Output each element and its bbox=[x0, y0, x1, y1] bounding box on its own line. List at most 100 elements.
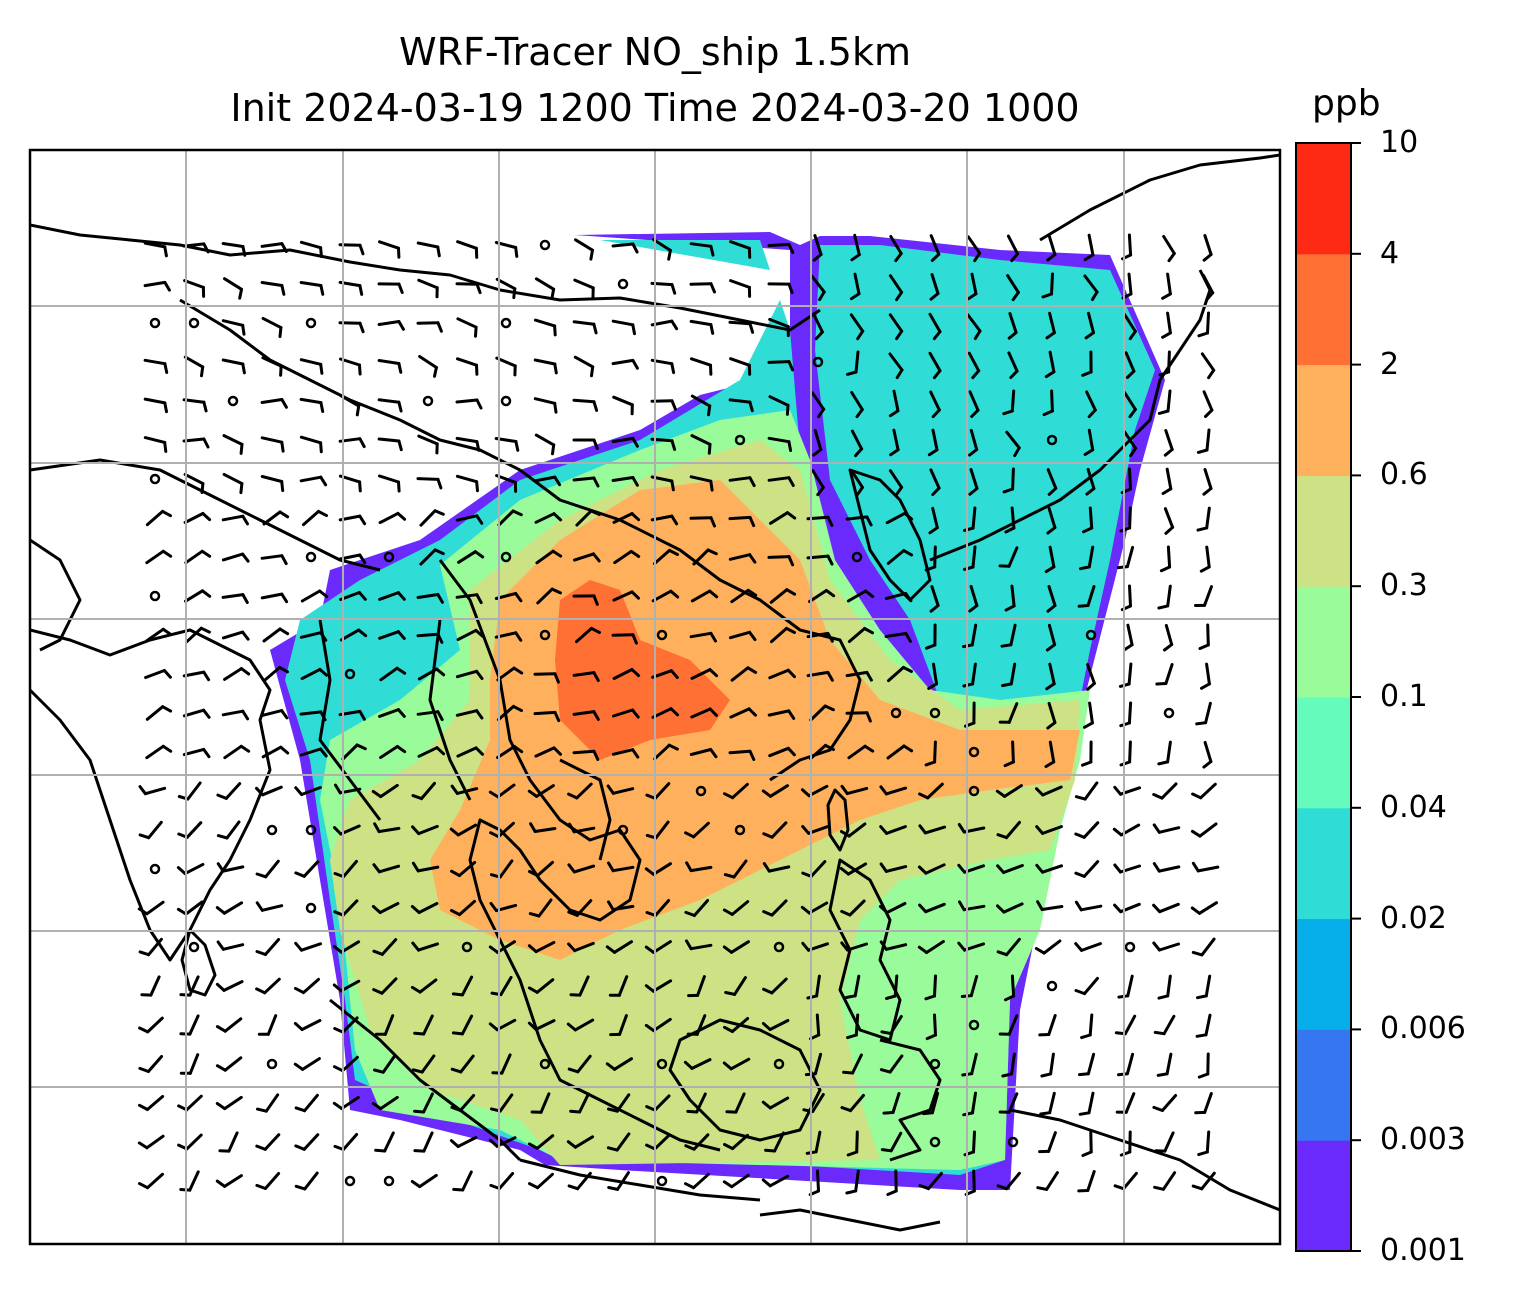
wind-barb-staff bbox=[615, 1093, 631, 1113]
wind-barb-staff bbox=[1128, 740, 1132, 764]
wind-barb-flag bbox=[527, 1021, 538, 1031]
wind-barb-flag bbox=[709, 323, 715, 335]
wind-barb-flag bbox=[280, 284, 286, 296]
wind-barb-staff bbox=[143, 436, 167, 444]
wind-barb-staff bbox=[497, 821, 515, 839]
wind-barb-staff bbox=[769, 511, 789, 525]
wind-barb-staff bbox=[572, 398, 596, 404]
wind-barb-flag bbox=[433, 509, 445, 516]
wind-barb-staff bbox=[223, 1056, 243, 1072]
wind-barb-flag bbox=[996, 1184, 1009, 1191]
wind-barb-staff bbox=[1086, 585, 1096, 607]
wind-barb-flag bbox=[372, 863, 381, 874]
wind-barb-flag bbox=[1152, 823, 1161, 834]
wind-barb-flag bbox=[280, 709, 289, 720]
wind-barb-staff bbox=[533, 358, 557, 366]
wind-barb-flag bbox=[670, 283, 677, 295]
wind-barb-flag bbox=[475, 282, 482, 295]
wind-barb-staff bbox=[266, 1014, 278, 1036]
wind-barb-staff bbox=[729, 279, 751, 289]
wind-barb-staff bbox=[182, 398, 206, 404]
wind-barb-staff bbox=[845, 786, 869, 796]
wind-barb-staff bbox=[455, 709, 479, 717]
wind-barb-staff bbox=[536, 587, 554, 605]
wind-barb-flag bbox=[1128, 407, 1137, 419]
wind-barb-flag bbox=[280, 480, 285, 492]
wind-barb-staff bbox=[263, 1172, 281, 1190]
wind-calm-circle bbox=[422, 395, 434, 407]
wind-barb-staff bbox=[1040, 905, 1064, 911]
wind-barb-flag bbox=[1116, 565, 1129, 570]
wind-barb-staff bbox=[455, 593, 479, 599]
wind-barb-staff bbox=[1041, 825, 1063, 835]
wind-barb-staff bbox=[813, 1052, 823, 1076]
wind-barb-staff bbox=[1127, 701, 1133, 725]
wind-barb-flag bbox=[433, 548, 445, 556]
wind-barb-staff bbox=[143, 280, 167, 288]
wind-barb-flag bbox=[1202, 253, 1213, 262]
wind-barb-staff bbox=[496, 940, 516, 954]
wind-barb-flag bbox=[924, 760, 937, 767]
wind-calm-circle bbox=[188, 317, 200, 329]
wind-barb-staff bbox=[575, 626, 593, 644]
wind-barb-staff bbox=[422, 1131, 434, 1153]
wind-barb-flag bbox=[450, 909, 461, 917]
wind-barb-flag bbox=[1035, 825, 1045, 835]
wind-calm-circle bbox=[500, 551, 512, 563]
wind-barb-staff bbox=[808, 589, 828, 603]
wind-barb-staff bbox=[652, 862, 672, 876]
wind-barb-flag bbox=[607, 1107, 619, 1113]
wind-barb-staff bbox=[933, 1013, 937, 1037]
wind-barb-staff bbox=[183, 279, 205, 289]
wind-barb-staff bbox=[417, 746, 439, 758]
wind-barb-staff bbox=[495, 1018, 517, 1032]
wind-barb-flag bbox=[371, 1102, 383, 1111]
wind-barb-flag bbox=[294, 1106, 307, 1113]
wind-barb-staff bbox=[533, 710, 557, 716]
wind-calm-circle bbox=[1085, 629, 1097, 641]
wind-barb-flag bbox=[1190, 829, 1202, 838]
wind-barb-flag bbox=[200, 482, 205, 494]
wind-calm-circle bbox=[383, 1175, 395, 1187]
wind-barb-flag bbox=[786, 511, 797, 520]
wind-barb-flag bbox=[568, 822, 576, 834]
wind-barb-staff bbox=[1200, 1171, 1216, 1191]
wind-barb-flag bbox=[280, 242, 288, 253]
wind-barb-staff bbox=[574, 238, 594, 252]
wind-barb-flag bbox=[449, 827, 460, 837]
wind-barb-flag bbox=[878, 905, 889, 914]
wind-barb-flag bbox=[489, 901, 498, 913]
wind-barb-staff bbox=[221, 319, 245, 327]
wind-barb-flag bbox=[396, 708, 406, 718]
wind-barb-flag bbox=[1161, 487, 1173, 495]
wind-barb-staff bbox=[184, 549, 204, 565]
wind-barb-flag bbox=[1004, 526, 1016, 534]
wind-barb-staff bbox=[884, 632, 908, 638]
wind-barb-staff bbox=[299, 435, 323, 445]
wind-barb-staff bbox=[182, 437, 206, 443]
wind-barb-flag bbox=[201, 589, 212, 598]
border-himalaya bbox=[30, 458, 381, 572]
wind-barb-flag bbox=[137, 1141, 149, 1150]
wind-barb-flag bbox=[163, 280, 171, 292]
wind-barb-staff bbox=[1204, 701, 1212, 725]
wind-barb-staff bbox=[1157, 826, 1181, 834]
wind-barb-staff bbox=[1200, 352, 1216, 372]
wind-barb-flag bbox=[567, 1184, 580, 1191]
wind-barb-flag bbox=[1084, 331, 1095, 340]
wind-barb-flag bbox=[824, 743, 835, 752]
wind-barb-flag bbox=[849, 292, 861, 301]
wind-barb-flag bbox=[1077, 604, 1090, 608]
wind-barb-flag bbox=[786, 746, 796, 757]
wind-barb-flag bbox=[631, 436, 639, 448]
wind-barb-flag bbox=[396, 591, 406, 601]
wind-barb-flag bbox=[358, 553, 367, 564]
wind-barb-staff bbox=[929, 390, 941, 412]
wind-barb-flag bbox=[787, 242, 795, 254]
wind-barb-staff bbox=[690, 589, 712, 603]
wind-barb-staff bbox=[730, 588, 750, 604]
wind-barb-staff bbox=[578, 1092, 590, 1114]
wind-barb-staff bbox=[689, 516, 713, 520]
wind-barb-staff bbox=[1047, 623, 1057, 647]
